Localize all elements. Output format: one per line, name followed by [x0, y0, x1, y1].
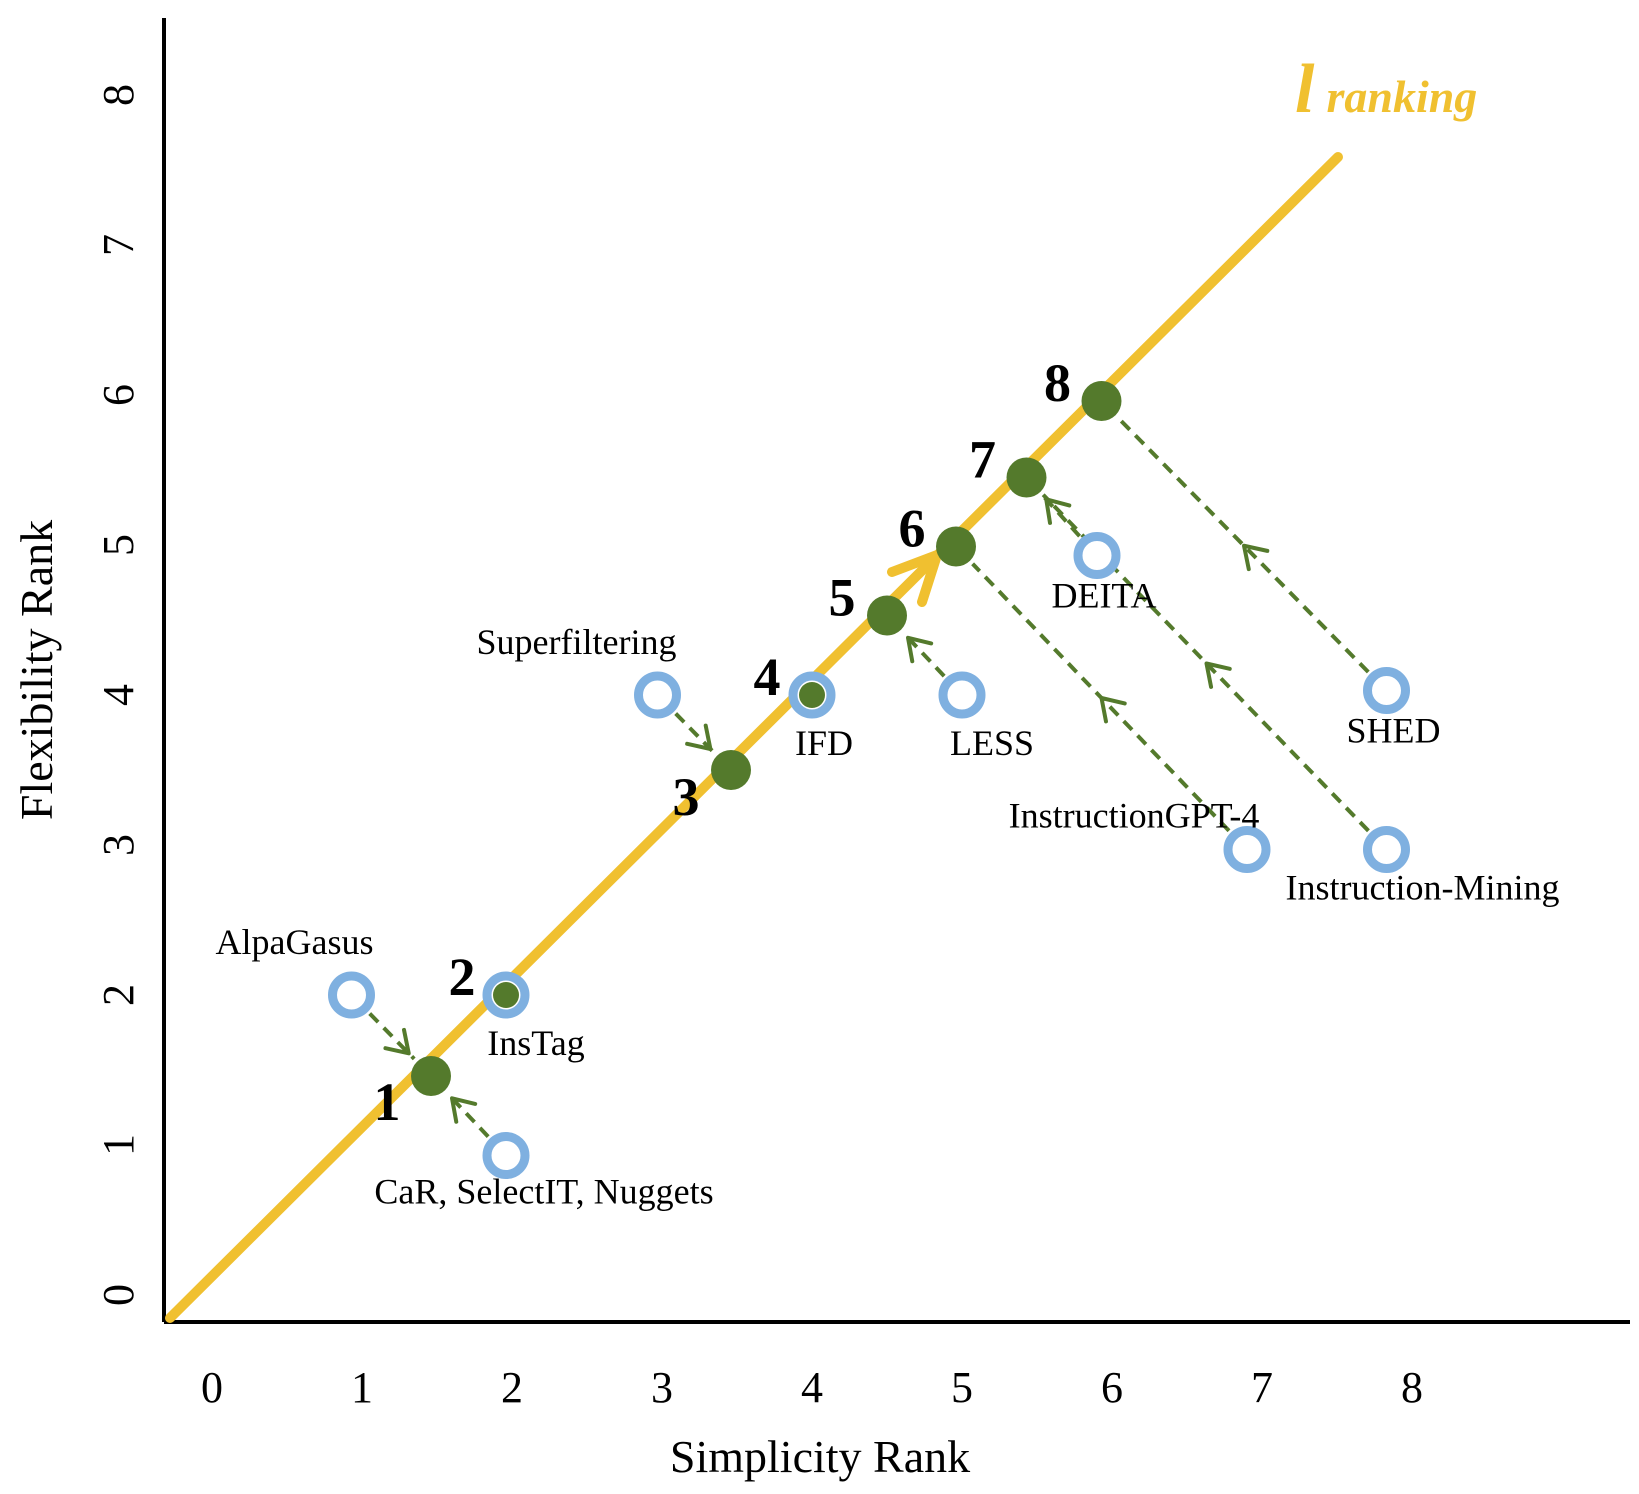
method-marker: [1223, 826, 1271, 873]
rank-label: 5: [829, 568, 856, 628]
method-marker: [634, 671, 681, 719]
x-tick-label: 3: [651, 1363, 673, 1412]
y-axis-title: Flexibility Rank: [11, 520, 62, 820]
method-label: SHED: [1346, 711, 1440, 751]
x-axis-title: Simplicity Rank: [670, 1431, 970, 1482]
ranking-arrowhead: [887, 550, 942, 607]
ranking-diagonal: [165, 152, 1343, 1323]
connector-arrowhead: [685, 723, 713, 751]
method-label: DEITA: [1051, 576, 1156, 616]
rank-marker: [1081, 381, 1122, 421]
y-tick-label: 7: [94, 234, 143, 256]
method-marker: [328, 971, 375, 1019]
method-label: IFD: [795, 723, 853, 763]
rank-marker: [799, 682, 825, 708]
y-tick-labels: 0 1 2 3 4 5 6 7 8: [94, 84, 143, 1306]
rank-label: 8: [1044, 353, 1071, 413]
method-label: Instruction-Mining: [1286, 868, 1560, 908]
rank-label: 3: [673, 767, 700, 827]
x-tick-label: 4: [801, 1363, 823, 1412]
connector-arrowhead: [1204, 661, 1232, 689]
method-label: CaR, SelectIT, Nuggets: [374, 1172, 713, 1212]
y-tick-label: 8: [94, 84, 143, 106]
y-tick-label: 6: [94, 384, 143, 406]
y-tick-label: 1: [94, 1134, 143, 1156]
connector-line: [674, 712, 716, 755]
y-tick-label: 2: [94, 984, 143, 1006]
y-tick-label: 5: [94, 534, 143, 556]
x-tick-label: 0: [201, 1363, 223, 1412]
rank-label: 2: [449, 947, 476, 1007]
rank-marker: [1006, 457, 1047, 498]
ranking-label: l ranking: [1295, 51, 1477, 128]
x-tick-label: 2: [501, 1363, 523, 1412]
method-marker: [1363, 826, 1410, 873]
connector-arrowhead: [906, 635, 934, 664]
x-tick-labels: 0 1 2 3 4 5 6 7 8: [201, 1363, 1423, 1412]
rank-label: 4: [754, 647, 781, 707]
method-label: InstructionGPT-4: [1009, 796, 1260, 836]
x-tick-label: 5: [951, 1363, 973, 1412]
connector-arrowhead: [1099, 696, 1127, 724]
rank-marker: [867, 595, 907, 636]
axes: [162, 18, 1630, 1324]
connector-arrowhead: [450, 1096, 478, 1124]
rank-marker: [493, 982, 519, 1008]
method-marker: [482, 1132, 530, 1179]
rank-marker: [936, 526, 976, 567]
method-label: AlpaGasus: [216, 922, 374, 962]
rank-label: 1: [374, 1072, 401, 1132]
y-tick-label: 3: [94, 834, 143, 856]
y-tick-label: 0: [94, 1284, 143, 1306]
method-marker: [1363, 667, 1410, 714]
x-tick-label: 8: [1401, 1363, 1423, 1412]
method-label: InsTag: [487, 1023, 584, 1063]
rank-label: 7: [969, 430, 996, 490]
x-tick-label: 1: [351, 1363, 373, 1412]
method-marker: [1073, 532, 1121, 579]
labels: AlpaGasus CaR, SelectIT, Nuggets InsTag Sup…: [216, 353, 1560, 1212]
method-label: LESS: [950, 723, 1034, 763]
rank-label: 6: [899, 499, 926, 559]
rank-markers: [411, 381, 1122, 1096]
ranking-line: l ranking: [165, 51, 1477, 1323]
y-tick-label: 4: [94, 684, 143, 706]
method-marker: [938, 671, 986, 719]
connector-arrowhead: [1242, 543, 1270, 572]
connector-arrowhead: [383, 1027, 411, 1056]
x-tick-label: 7: [1251, 1363, 1273, 1412]
rank-marker: [411, 1056, 451, 1096]
method-label: Superfiltering: [477, 622, 677, 662]
x-tick-label: 6: [1101, 1363, 1123, 1412]
rank-marker: [711, 750, 751, 790]
connector-line: [368, 1012, 416, 1061]
